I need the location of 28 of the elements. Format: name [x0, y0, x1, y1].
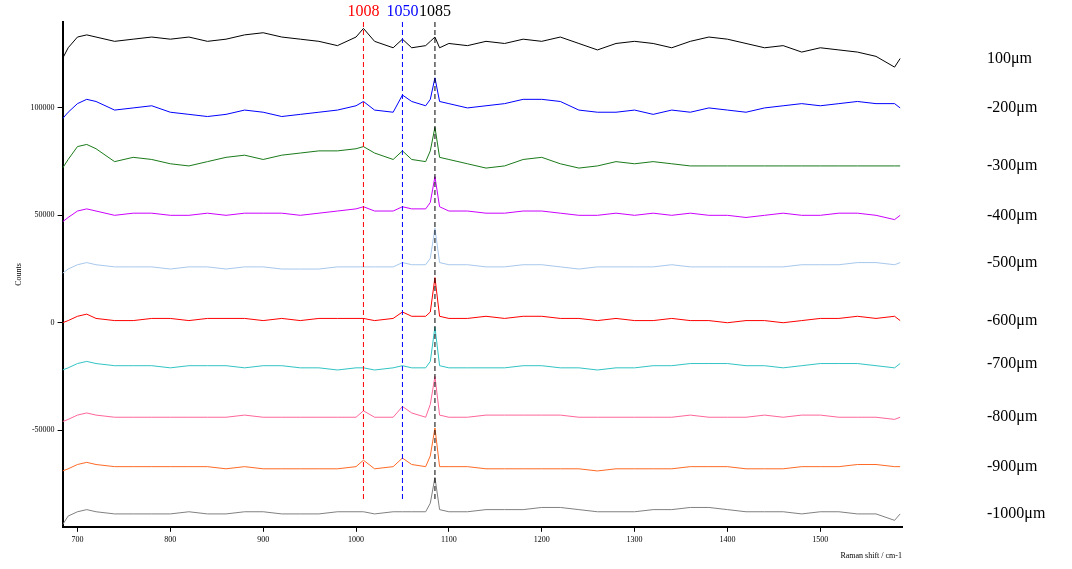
- x-tick-label: 1300: [626, 534, 643, 544]
- x-axis-title: Raman shift / cm-1: [840, 551, 902, 561]
- text: -500μm: [987, 252, 1038, 271]
- y-tick-label: -50000: [31, 425, 55, 435]
- text: -800μm: [987, 407, 1038, 426]
- x-tick-label: 700: [71, 534, 84, 544]
- text: -700μm: [987, 353, 1038, 372]
- x-tick-label: 1400: [719, 534, 736, 544]
- text: -900μm: [987, 456, 1038, 475]
- y-tick-label: 0: [50, 317, 55, 327]
- ref-line-label: 1008: [347, 2, 380, 20]
- x-tick-label: 1500: [812, 534, 829, 544]
- ref-line-label: 1050: [386, 2, 419, 20]
- x-tick-label: 1100: [441, 534, 457, 544]
- text: -600μm: [987, 310, 1038, 329]
- y-axis-title: Counts: [13, 263, 23, 286]
- x-tick-label: 1200: [533, 534, 550, 544]
- x-tick-label: 800: [164, 534, 177, 544]
- y-tick-label: 100000: [30, 103, 55, 113]
- y-tick-label: 50000: [34, 210, 55, 220]
- text: -300μm: [987, 156, 1038, 175]
- x-tick-label: 900: [257, 534, 270, 544]
- ref-line-label: 1085: [418, 2, 451, 20]
- text: -1000μm: [987, 504, 1046, 523]
- text: 100μm: [987, 48, 1033, 67]
- x-tick-label: 1000: [348, 534, 365, 544]
- text: -200μm: [987, 98, 1038, 117]
- text: -400μm: [987, 205, 1038, 224]
